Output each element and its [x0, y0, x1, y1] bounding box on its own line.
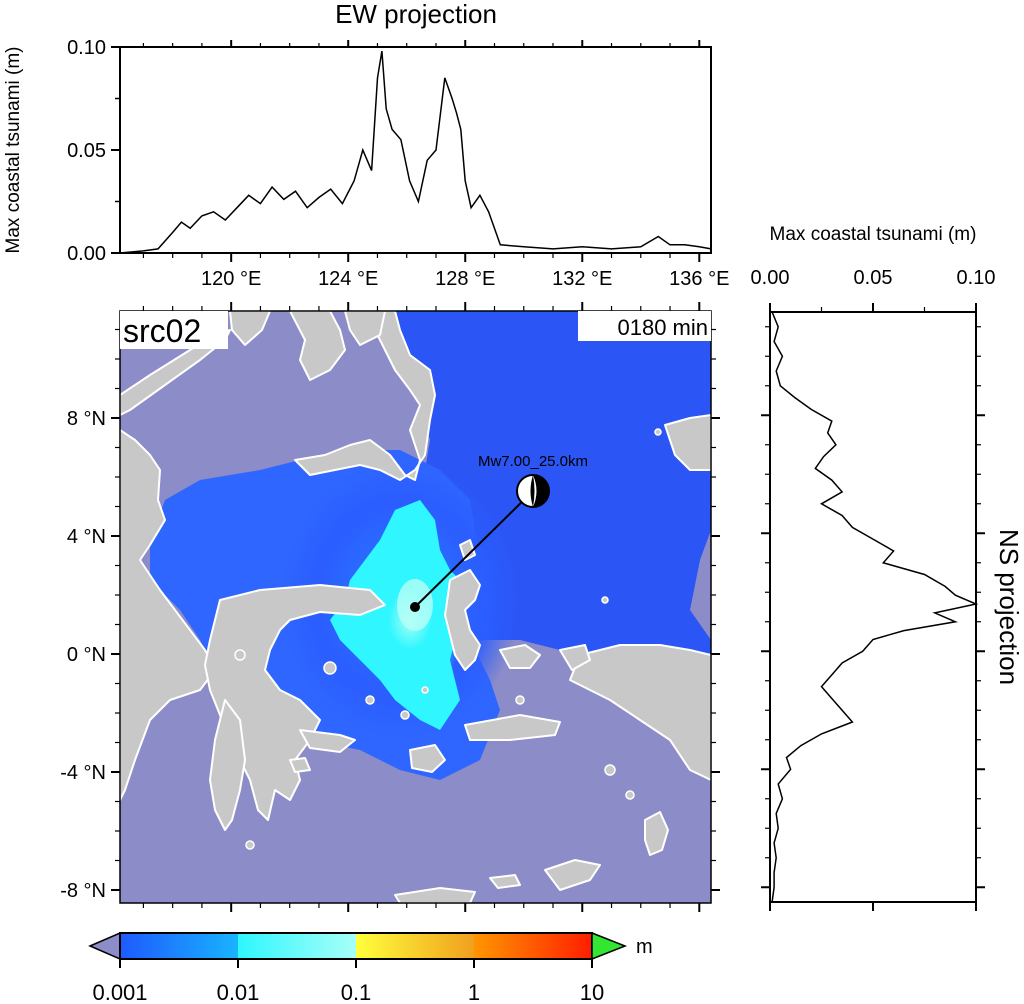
colorbar-seg-4 — [474, 933, 592, 959]
ew-series-line — [119, 50, 712, 254]
ew-x-tick-label: 136 °E — [669, 268, 729, 290]
colorbar-ticks — [119, 959, 593, 968]
ew-y-tick-label: 0.10 — [67, 37, 106, 59]
land-masses — [120, 311, 711, 903]
colorbar-seg-3 — [356, 933, 474, 959]
colorbar: m 0.001 0.01 0.1 1 10 — [88, 931, 653, 1004]
land-new-guinea — [569, 644, 711, 781]
ns-panel-xlabel: Max coastal tsunami (m) — [770, 224, 977, 245]
ew-y-tick-label: 0.00 — [67, 243, 106, 265]
land-buru — [409, 744, 446, 773]
land-timor — [544, 859, 601, 891]
colorbar-seg-1 — [120, 933, 238, 959]
ew-panel-frame — [119, 46, 712, 254]
land-borneo — [120, 429, 216, 801]
land-obi — [499, 644, 541, 669]
ew-panel-ylabel: Max coastal tsunami (m) — [3, 47, 24, 254]
colorbar-tick-label: 0.001 — [92, 980, 147, 1004]
ew-x-tick-label: 124 °E — [318, 268, 378, 290]
map-frame — [119, 310, 712, 904]
source-label-box — [120, 311, 228, 349]
colorbar-tick-labels: 0.001 0.01 0.1 1 10 — [92, 980, 604, 1004]
ns-panel-frame — [769, 311, 977, 903]
source-label: src02 — [123, 313, 201, 349]
land-tanimbar — [644, 811, 669, 856]
land-halmahera — [444, 569, 481, 671]
colorbar-over-triangle — [591, 931, 628, 961]
ew-x-tick-label: 120 °E — [201, 268, 261, 290]
colorbar-tick-label: 0.01 — [217, 980, 260, 1004]
land-banggai — [289, 757, 311, 773]
colorbar-tick-label: 1 — [468, 980, 480, 1004]
ns-panel-x-tick-labels: 0.00 0.05 0.10 — [751, 267, 996, 289]
tsunami-map: Mw7.00_25.0km src02 0180 min 8 °N 4 °N 0 °… — [60, 302, 720, 912]
colorbar-tick-label: 0.1 — [341, 980, 372, 1004]
land-flores — [394, 887, 476, 903]
ns-x-tick-label: 0.00 — [751, 267, 790, 289]
land-visayas — [289, 311, 346, 381]
colorbar-under-triangle — [88, 931, 121, 961]
ns-x-tick-label: 0.10 — [957, 267, 996, 289]
colorbar-tick-label: 10 — [580, 980, 604, 1004]
map-lat-tick-label: 8 °N — [67, 408, 106, 430]
land-morotai — [459, 539, 476, 561]
map-lat-tick-label: 4 °N — [67, 526, 106, 548]
land-palau — [664, 414, 711, 471]
focal-mechanism-icon — [516, 474, 550, 508]
ew-x-tick-label: 128 °E — [435, 268, 495, 290]
map-lat-tick-labels: 8 °N 4 °N 0 °N -4 °N -8 °N — [60, 408, 106, 902]
ew-panel-y-tick-labels: 0.00 0.05 0.10 — [67, 37, 106, 265]
ns-series-line — [771, 311, 979, 903]
islets — [234, 428, 662, 850]
ns-panel: Max coastal tsunami (m) 0.00 0.05 0.10 NS … — [751, 224, 1024, 911]
ns-panel-title: NS projection — [994, 529, 1024, 685]
time-label: 0180 min — [617, 315, 708, 340]
event-label: Mw7.00_25.0km — [478, 453, 588, 470]
land-mindanao — [294, 311, 436, 481]
ns-x-tick-label: 0.05 — [854, 267, 893, 289]
ew-panel: EW projection Max coastal tsunami (m) 0.… — [3, 0, 729, 290]
colorbar-unit: m — [636, 936, 653, 958]
map-lat-tick-label: -4 °N — [60, 762, 106, 784]
ns-panel-ticks — [761, 303, 985, 911]
land-bird-head — [559, 644, 591, 671]
map-ticks — [111, 302, 720, 912]
event-link-line — [414, 490, 534, 608]
time-label-box — [578, 311, 711, 341]
ew-panel-title: EW projection — [335, 0, 497, 29]
epicenter-marker — [410, 602, 420, 612]
colorbar-seg-2 — [238, 933, 356, 959]
land-visayas-2 — [344, 311, 386, 346]
map-lat-tick-label: -8 °N — [60, 880, 106, 902]
land-sulawesi-sw — [209, 699, 246, 831]
land-visayas-3 — [229, 311, 271, 346]
ew-panel-x-tick-labels: 120 °E 124 °E 128 °E 132 °E 136 °E — [201, 268, 729, 290]
land-sula — [299, 729, 356, 753]
land-sulawesi — [204, 584, 386, 821]
land-seram — [464, 714, 561, 741]
land-wetar — [489, 874, 521, 889]
ew-y-tick-label: 0.05 — [67, 140, 106, 162]
ew-x-tick-label: 132 °E — [552, 268, 612, 290]
ew-panel-ticks — [111, 40, 701, 262]
map-lat-tick-label: 0 °N — [67, 644, 106, 666]
